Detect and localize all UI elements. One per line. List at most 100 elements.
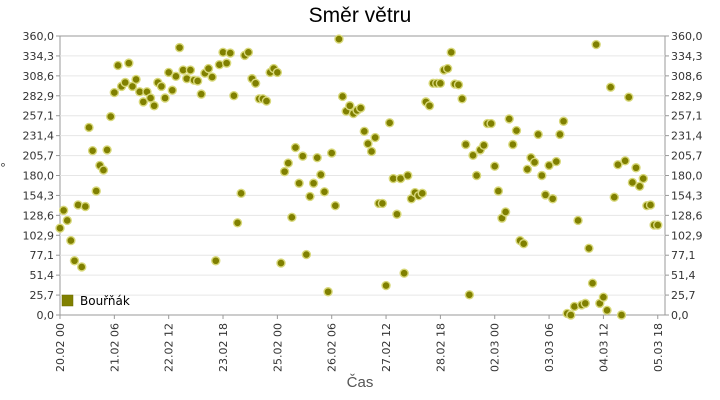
data-point: [308, 178, 319, 188]
data-point: [77, 262, 87, 272]
data-point: [232, 218, 243, 228]
x-axis-label: Čas: [346, 374, 374, 391]
data-point: [109, 87, 120, 98]
data-point: [55, 223, 65, 233]
y-tick-label-left: 25,7: [30, 289, 55, 302]
y-tick-label-left: 0,0: [37, 309, 55, 322]
data-point: [468, 150, 478, 161]
data-point: [471, 170, 482, 181]
data-point: [312, 152, 322, 163]
data-point: [236, 188, 246, 199]
data-point: [392, 209, 402, 219]
data-point: [120, 77, 130, 88]
data-point: [616, 310, 627, 320]
data-point: [555, 129, 565, 140]
x-tick-label: 02.03 00: [489, 323, 502, 372]
data-point: [84, 122, 94, 133]
y-tick-label-right: 205,7: [671, 150, 703, 163]
data-point: [290, 142, 301, 153]
y-tick-label-left: 308,6: [23, 70, 55, 83]
data-point: [276, 258, 286, 268]
data-point: [537, 170, 547, 181]
data-point: [620, 156, 630, 166]
x-tick-label: 05.03 18: [652, 323, 665, 372]
x-tick-label: 03.03 06: [543, 323, 556, 372]
data-point: [211, 256, 221, 266]
data-point: [80, 201, 91, 212]
legend-swatch: [61, 294, 74, 307]
data-point: [486, 118, 496, 129]
data-point: [243, 47, 254, 57]
data-point: [167, 85, 178, 95]
data-point: [464, 290, 475, 300]
data-point: [345, 101, 355, 111]
x-tick-label: 28.02 18: [434, 323, 447, 372]
data-point: [500, 207, 511, 217]
data-point: [62, 215, 72, 226]
data-point: [160, 93, 170, 103]
data-point: [580, 298, 590, 309]
data-point: [283, 158, 293, 168]
data-point: [446, 47, 456, 57]
data-point: [490, 161, 500, 171]
data-point: [493, 186, 504, 196]
data-point: [363, 139, 373, 149]
data-point: [566, 310, 576, 320]
y-tick-label-left: 180,0: [23, 170, 55, 183]
legend-label: Bouřňák: [80, 294, 130, 308]
data-point: [334, 34, 344, 44]
data-point: [225, 48, 235, 58]
data-point: [591, 39, 601, 50]
data-point: [453, 80, 464, 90]
data-point: [366, 146, 377, 157]
data-point: [609, 192, 619, 202]
data-point: [192, 76, 203, 86]
data-point: [319, 187, 330, 197]
data-point: [124, 58, 134, 68]
data-point: [196, 89, 206, 99]
y-tick-label-left: 334,3: [23, 50, 55, 63]
y-tick-label-left: 102,9: [23, 229, 55, 242]
data-point: [631, 163, 641, 173]
data-point: [461, 139, 471, 150]
data-point: [138, 97, 149, 107]
x-tick-label: 04.03 12: [597, 323, 610, 372]
y-tick-label-right: 257,1: [671, 110, 703, 123]
data-point: [638, 173, 648, 184]
y-tick-label-left: 257,1: [23, 110, 55, 123]
y-tick-label-right: 51,4: [671, 269, 696, 282]
data-point: [131, 74, 141, 85]
data-point: [69, 256, 80, 266]
y-tick-label-right: 128,6: [671, 209, 703, 222]
data-point: [417, 188, 427, 199]
data-point: [221, 58, 232, 68]
data-point: [377, 198, 388, 209]
data-point: [457, 94, 467, 104]
data-point: [145, 93, 156, 103]
y-tick-label-left: 360,0: [23, 30, 55, 43]
data-point: [511, 125, 522, 136]
data-point: [66, 235, 76, 246]
data-point: [504, 114, 514, 124]
data-point: [250, 78, 261, 88]
x-tick-label: 21.02 06: [108, 323, 121, 372]
data-point: [279, 166, 290, 177]
y-tick-label-left: 231,4: [23, 130, 55, 143]
data-point: [305, 191, 315, 202]
chart-title: Směr větru: [308, 4, 412, 27]
data-point: [355, 103, 366, 113]
y-tick-label-right: 154,3: [671, 189, 703, 202]
y-tick-label-right: 334,3: [671, 50, 703, 63]
data-point: [558, 116, 569, 126]
data-point: [174, 42, 185, 53]
data-point: [645, 200, 656, 210]
data-point: [479, 140, 489, 150]
x-tick-label: 27.02 12: [380, 323, 393, 372]
x-tick-label: 26.02 06: [326, 323, 339, 372]
x-tick-label: 20.02 00: [54, 323, 67, 372]
y-tick-label-right: 360,0: [671, 30, 703, 43]
data-point: [627, 177, 638, 188]
data-point: [653, 220, 663, 230]
data-point: [381, 280, 391, 291]
